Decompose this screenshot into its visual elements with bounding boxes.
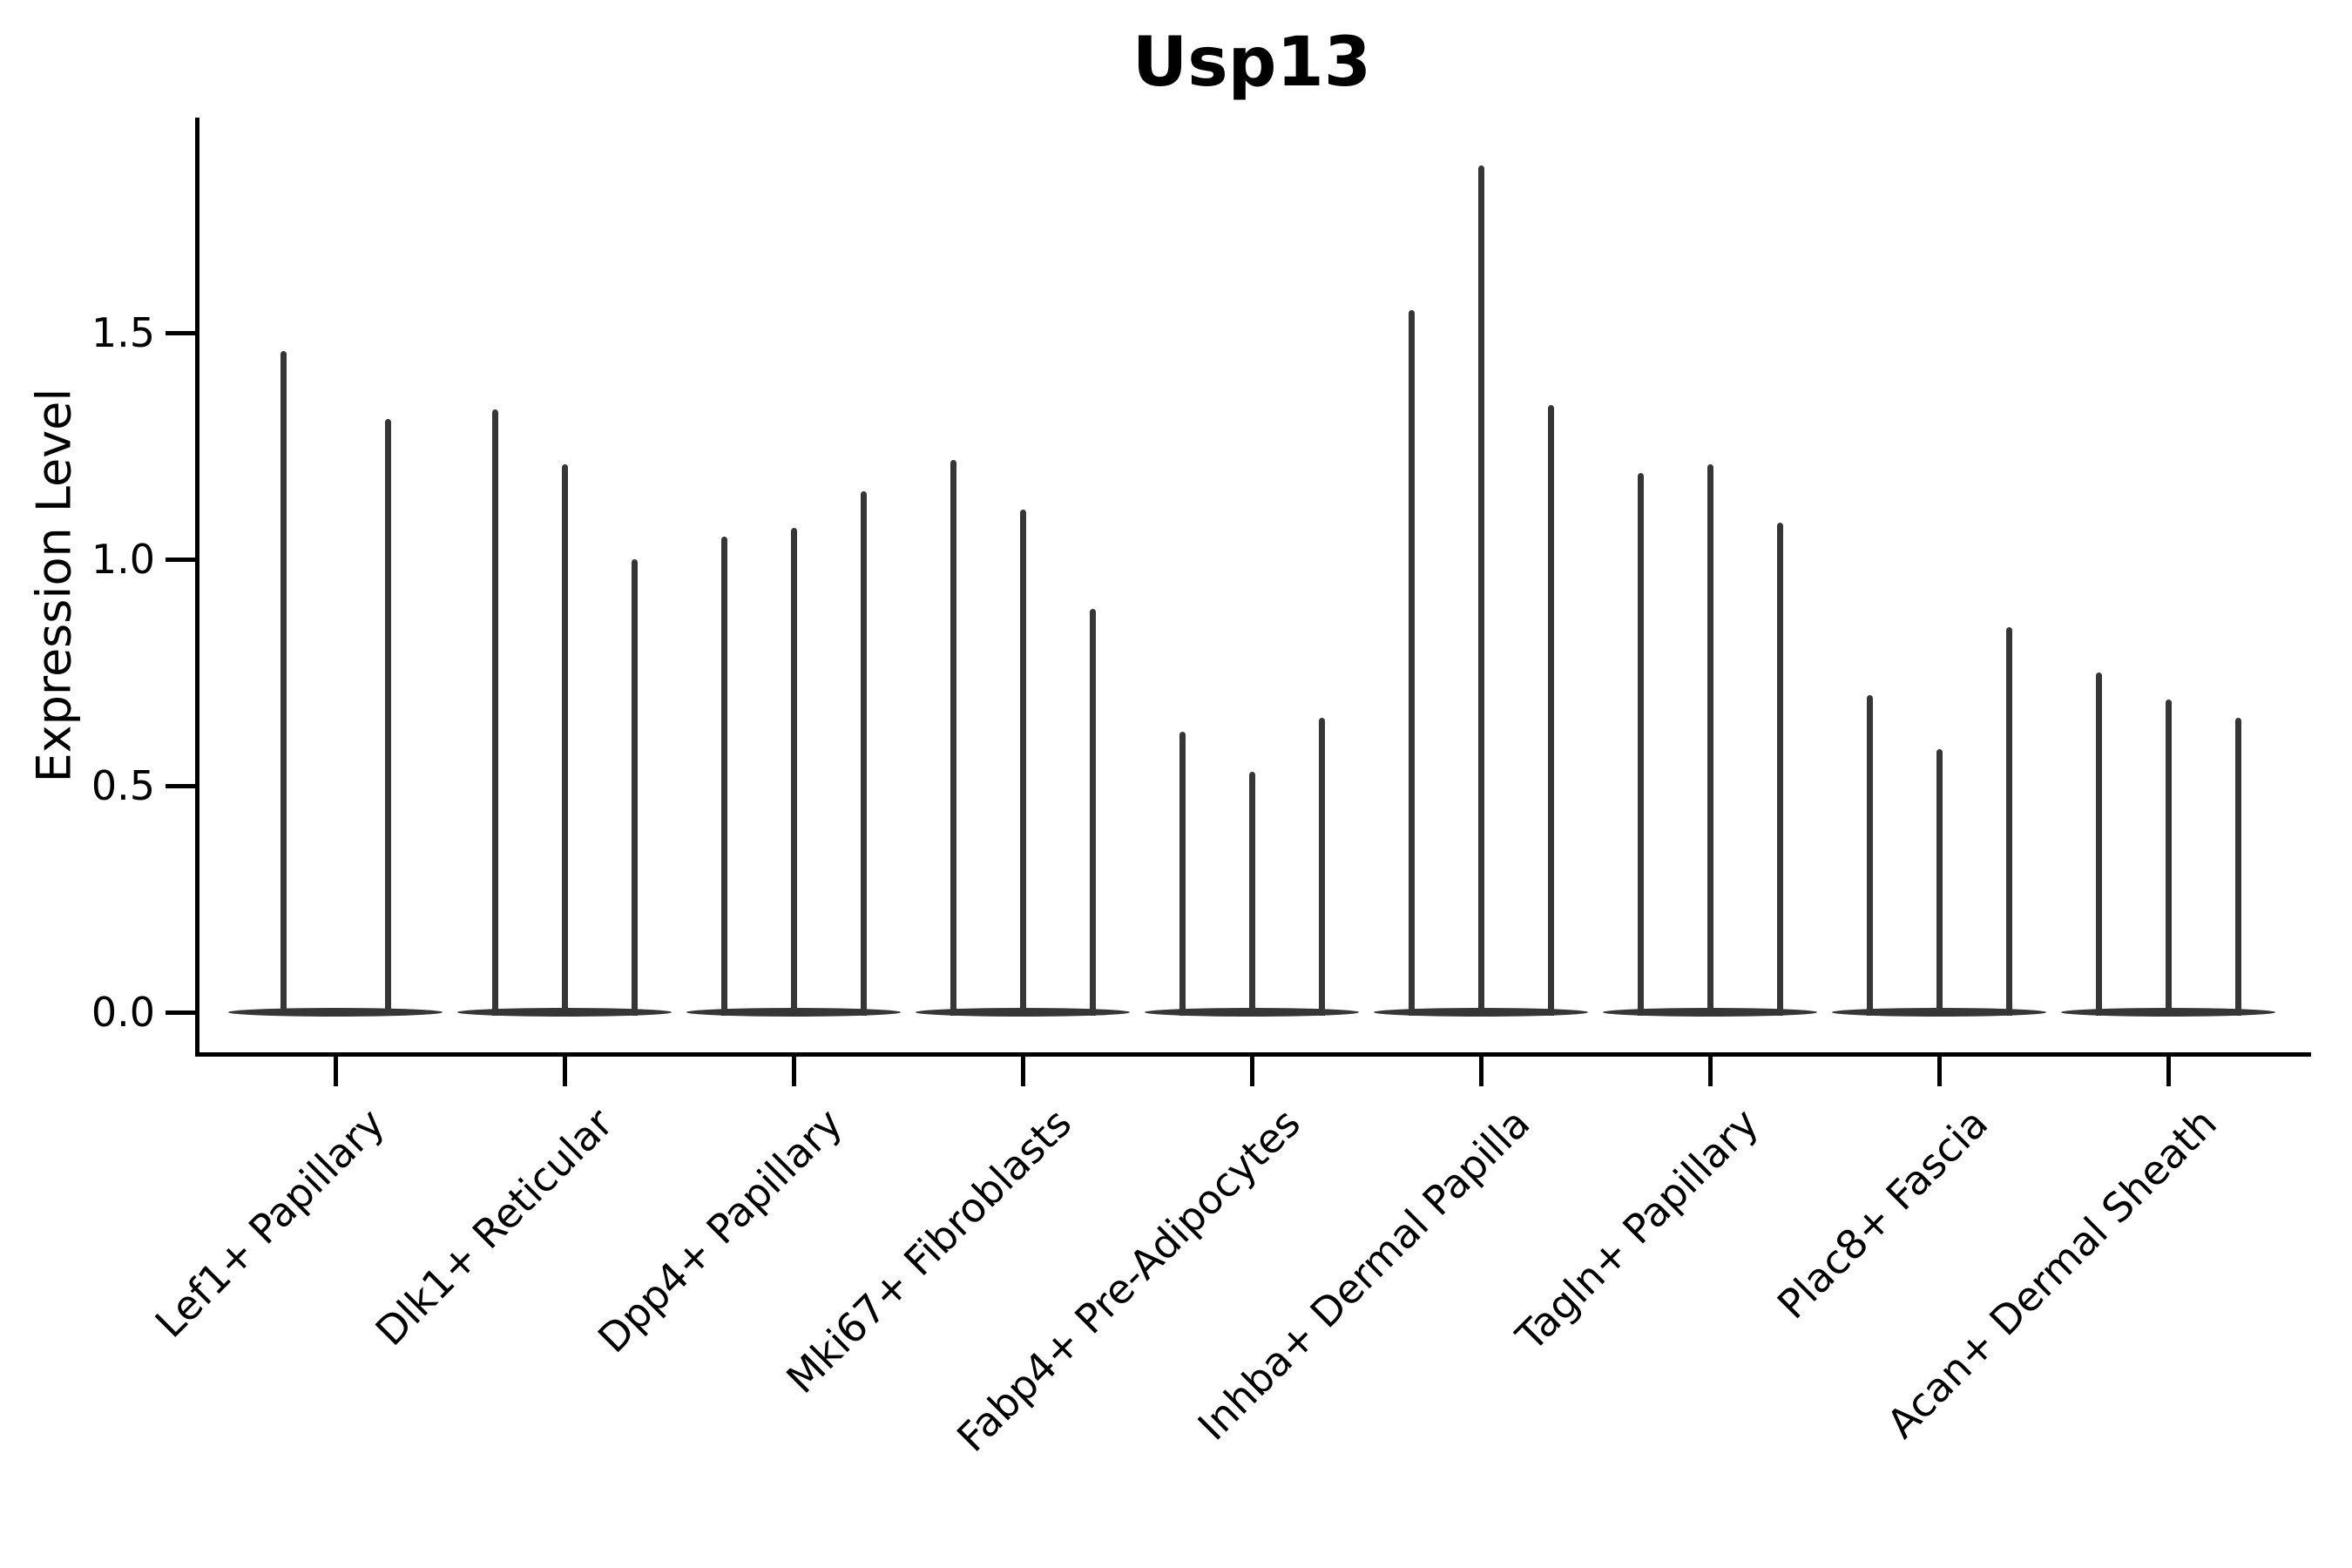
x-tick — [333, 1056, 338, 1086]
violin-spike — [1936, 749, 1943, 1016]
violin-spike — [280, 350, 287, 1016]
violin-spike — [1477, 165, 1484, 1016]
y-tick — [165, 557, 195, 562]
violin-spike — [860, 491, 867, 1016]
x-tick-label: Lef1+ Papillary — [145, 1099, 394, 1347]
violin-base — [228, 1008, 443, 1017]
x-tick — [562, 1056, 567, 1086]
y-tick-label: 0.5 — [91, 762, 155, 809]
y-tick — [165, 330, 195, 335]
x-tick — [1478, 1056, 1484, 1086]
y-axis-spine — [194, 118, 199, 1057]
violin-spike — [491, 409, 498, 1016]
violin-spike — [1547, 405, 1554, 1016]
violin-spike — [2005, 627, 2012, 1016]
violin-spike — [1637, 473, 1644, 1016]
violin-spike — [1408, 310, 1415, 1016]
violin-spike — [1776, 523, 1783, 1016]
violin-spike — [1866, 695, 1873, 1016]
y-tick-label: 0.0 — [91, 989, 155, 1036]
y-axis-label: Expression Level — [26, 388, 82, 783]
violin-spike — [2234, 718, 2241, 1016]
x-axis-spine — [194, 1051, 2311, 1057]
y-tick — [165, 1010, 195, 1015]
violin-spike — [384, 418, 391, 1016]
violin-spike — [2095, 672, 2102, 1016]
x-tick-label: Dlk1+ Reticular — [366, 1099, 623, 1355]
y-tick — [165, 783, 195, 788]
violin-spike — [1179, 731, 1186, 1016]
x-tick — [1936, 1056, 1942, 1086]
violin-spike — [720, 537, 727, 1016]
y-tick-label: 1.0 — [91, 536, 155, 583]
plot-title: Usp13 — [1132, 24, 1372, 102]
x-tick — [791, 1056, 796, 1086]
violin-spike — [2165, 700, 2172, 1016]
violin-spike — [1019, 509, 1026, 1016]
x-tick — [1707, 1056, 1713, 1086]
violin-spike — [561, 463, 568, 1016]
x-tick — [1249, 1056, 1254, 1086]
violin-spike — [1089, 609, 1096, 1016]
violin-spike — [1707, 463, 1713, 1016]
x-tick-label: Plac8+ Fascia — [1767, 1099, 1997, 1328]
x-tick — [1020, 1056, 1025, 1086]
y-tick-label: 1.5 — [91, 309, 155, 356]
x-tick — [2166, 1056, 2171, 1086]
violin-spike — [1248, 772, 1255, 1016]
x-tick-label: Tagln+ Papillary — [1507, 1099, 1768, 1360]
violin-spike — [1318, 718, 1325, 1016]
violin-spike — [790, 527, 797, 1016]
x-tick-label: Dpp4+ Papillary — [588, 1099, 852, 1362]
violin-spike — [950, 459, 956, 1016]
violin-spike — [631, 559, 638, 1016]
